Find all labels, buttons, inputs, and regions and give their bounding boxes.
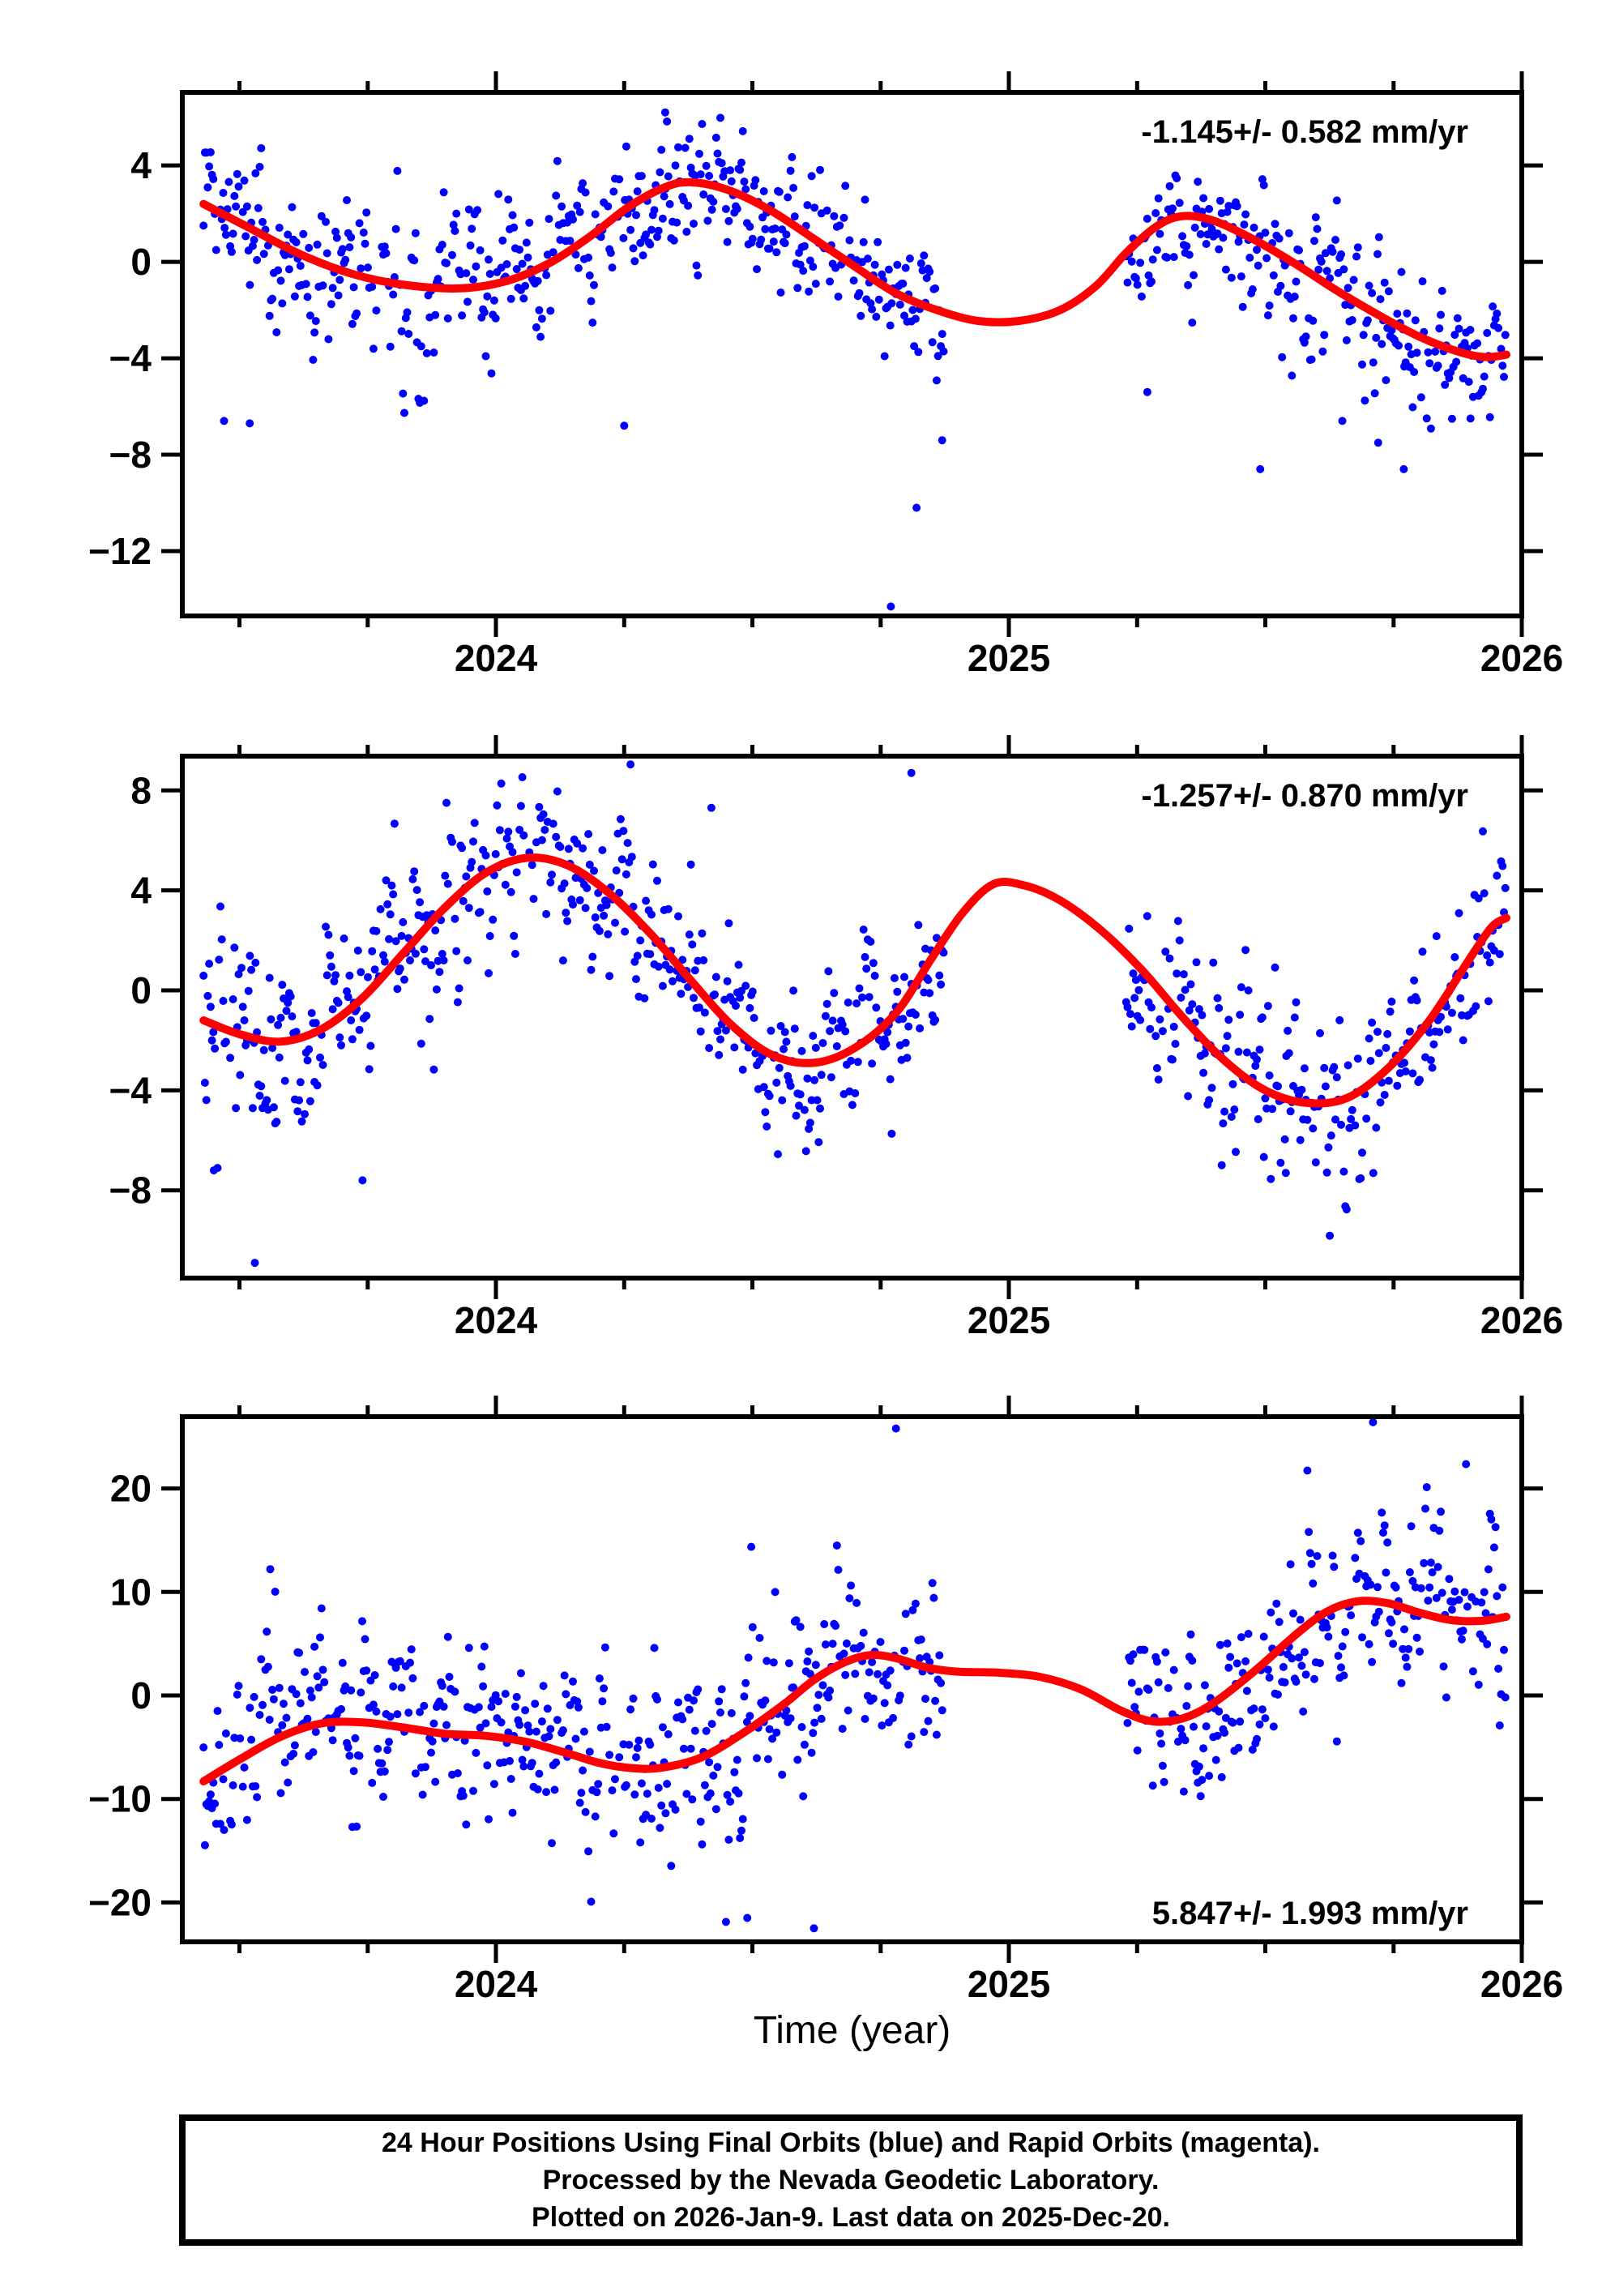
north-xtick-label: 2026 [1480, 1299, 1563, 1341]
east-ytick-label: −4 [109, 337, 152, 379]
east-ytick-label: −8 [109, 434, 152, 476]
panel-east: 2024 2025 2026 4 0 −4 −8 −12 -1.145+/- 0.582 mm/… [88, 71, 1563, 679]
panel-up: 2024 2025 2026 20 10 0 −10 −20 5.847+/- 1.993 mm… [88, 1396, 1563, 2005]
north-ytick-label: 0 [130, 969, 152, 1011]
east-ytick-label: 4 [130, 144, 152, 186]
north-xtick-label: 2024 [455, 1299, 538, 1341]
footer-note-box: 24 Hour Positions Using Final Orbits (bl… [179, 2114, 1523, 2246]
up-xtick-label: 2024 [455, 1963, 538, 2005]
north-ytick-label: −8 [109, 1169, 152, 1212]
up-xtick-label: 2026 [1480, 1963, 1563, 2005]
east-xtick-label: 2026 [1480, 637, 1563, 679]
up-scatter-points [199, 1417, 1510, 1933]
up-y-ticks [161, 1486, 1543, 1905]
up-ytick-label: 20 [110, 1468, 152, 1510]
north-ytick-label: −4 [109, 1069, 152, 1111]
footer-line-2: Processed by the Nevada Geodetic Laborat… [542, 2165, 1160, 2196]
up-frame [180, 1414, 1524, 1944]
up-ytick-label: −20 [88, 1881, 152, 1923]
footer-line-3: Plotted on 2026-Jan-9. Last data on 2025… [532, 2202, 1170, 2233]
east-fit-curve [199, 177, 1510, 361]
up-ytick-label: 0 [130, 1674, 152, 1717]
up-xtick-label: 2025 [968, 1963, 1050, 2005]
east-ytick-label: 0 [130, 241, 152, 283]
east-ytick-label: −12 [88, 530, 152, 572]
east-frame [180, 90, 1524, 618]
up-x-ticks [237, 1396, 1524, 1963]
north-xtick-label: 2025 [968, 1299, 1050, 1341]
east-xtick-label: 2024 [455, 637, 538, 679]
panel-north: 2024 2025 2026 8 4 0 −4 −8 -1.257+/- 0.870 mm/yr [109, 735, 1563, 1341]
up-ytick-label: −10 [88, 1778, 152, 1820]
east-trend-annotation: -1.145+/- 0.582 mm/yr [1141, 114, 1468, 150]
east-x-ticks [237, 71, 1524, 637]
east-scatter-points [199, 108, 1510, 611]
time-series-chart-canvas: 2024 2025 2026 4 0 −4 −8 −12 -1.145+/- 0.582 mm/… [0, 0, 1602, 2083]
east-xtick-label: 2025 [968, 637, 1050, 679]
north-ytick-label: 4 [130, 870, 152, 912]
north-ytick-label: 8 [130, 769, 152, 811]
north-fit-curve [199, 853, 1510, 1108]
up-ytick-label: 10 [110, 1571, 152, 1613]
north-x-ticks [237, 735, 1524, 1299]
east-y-ticks [161, 163, 1543, 554]
up-fit-curve [199, 1597, 1510, 1785]
x-axis-label: Time (year) [753, 2009, 951, 2052]
north-trend-annotation: -1.257+/- 0.870 mm/yr [1141, 778, 1468, 814]
north-frame [180, 754, 1524, 1281]
footer-line-1: 24 Hour Positions Using Final Orbits (bl… [382, 2127, 1320, 2158]
chart-background [0, 0, 1602, 2083]
north-y-ticks [161, 788, 1543, 1193]
up-trend-annotation: 5.847+/- 1.993 mm/yr [1152, 1896, 1468, 1931]
